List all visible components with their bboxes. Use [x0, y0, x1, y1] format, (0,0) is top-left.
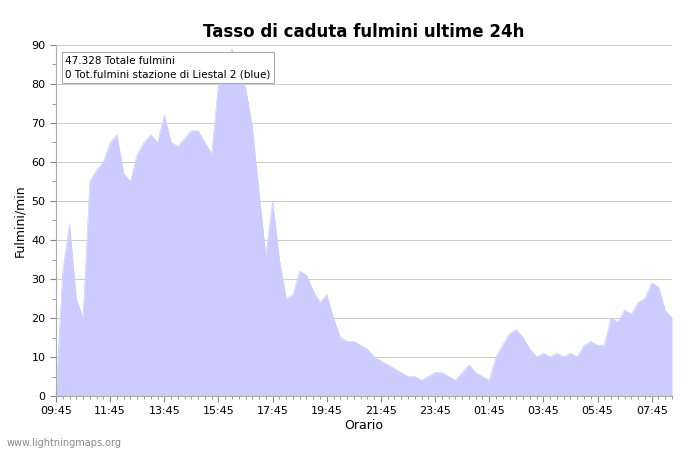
Y-axis label: Fulmini/min: Fulmini/min	[13, 184, 26, 257]
Text: www.lightningmaps.org: www.lightningmaps.org	[7, 438, 122, 448]
Title: Tasso di caduta fulmini ultime 24h: Tasso di caduta fulmini ultime 24h	[203, 22, 525, 40]
X-axis label: Orario: Orario	[344, 419, 384, 432]
Legend: Totale fulmini, Fulmini stazione di: Totale fulmini, Fulmini stazione di	[217, 448, 511, 450]
Text: 47.328 Totale fulmini
0 Tot.fulmini stazione di Liestal 2 (blue): 47.328 Totale fulmini 0 Tot.fulmini staz…	[65, 55, 271, 80]
